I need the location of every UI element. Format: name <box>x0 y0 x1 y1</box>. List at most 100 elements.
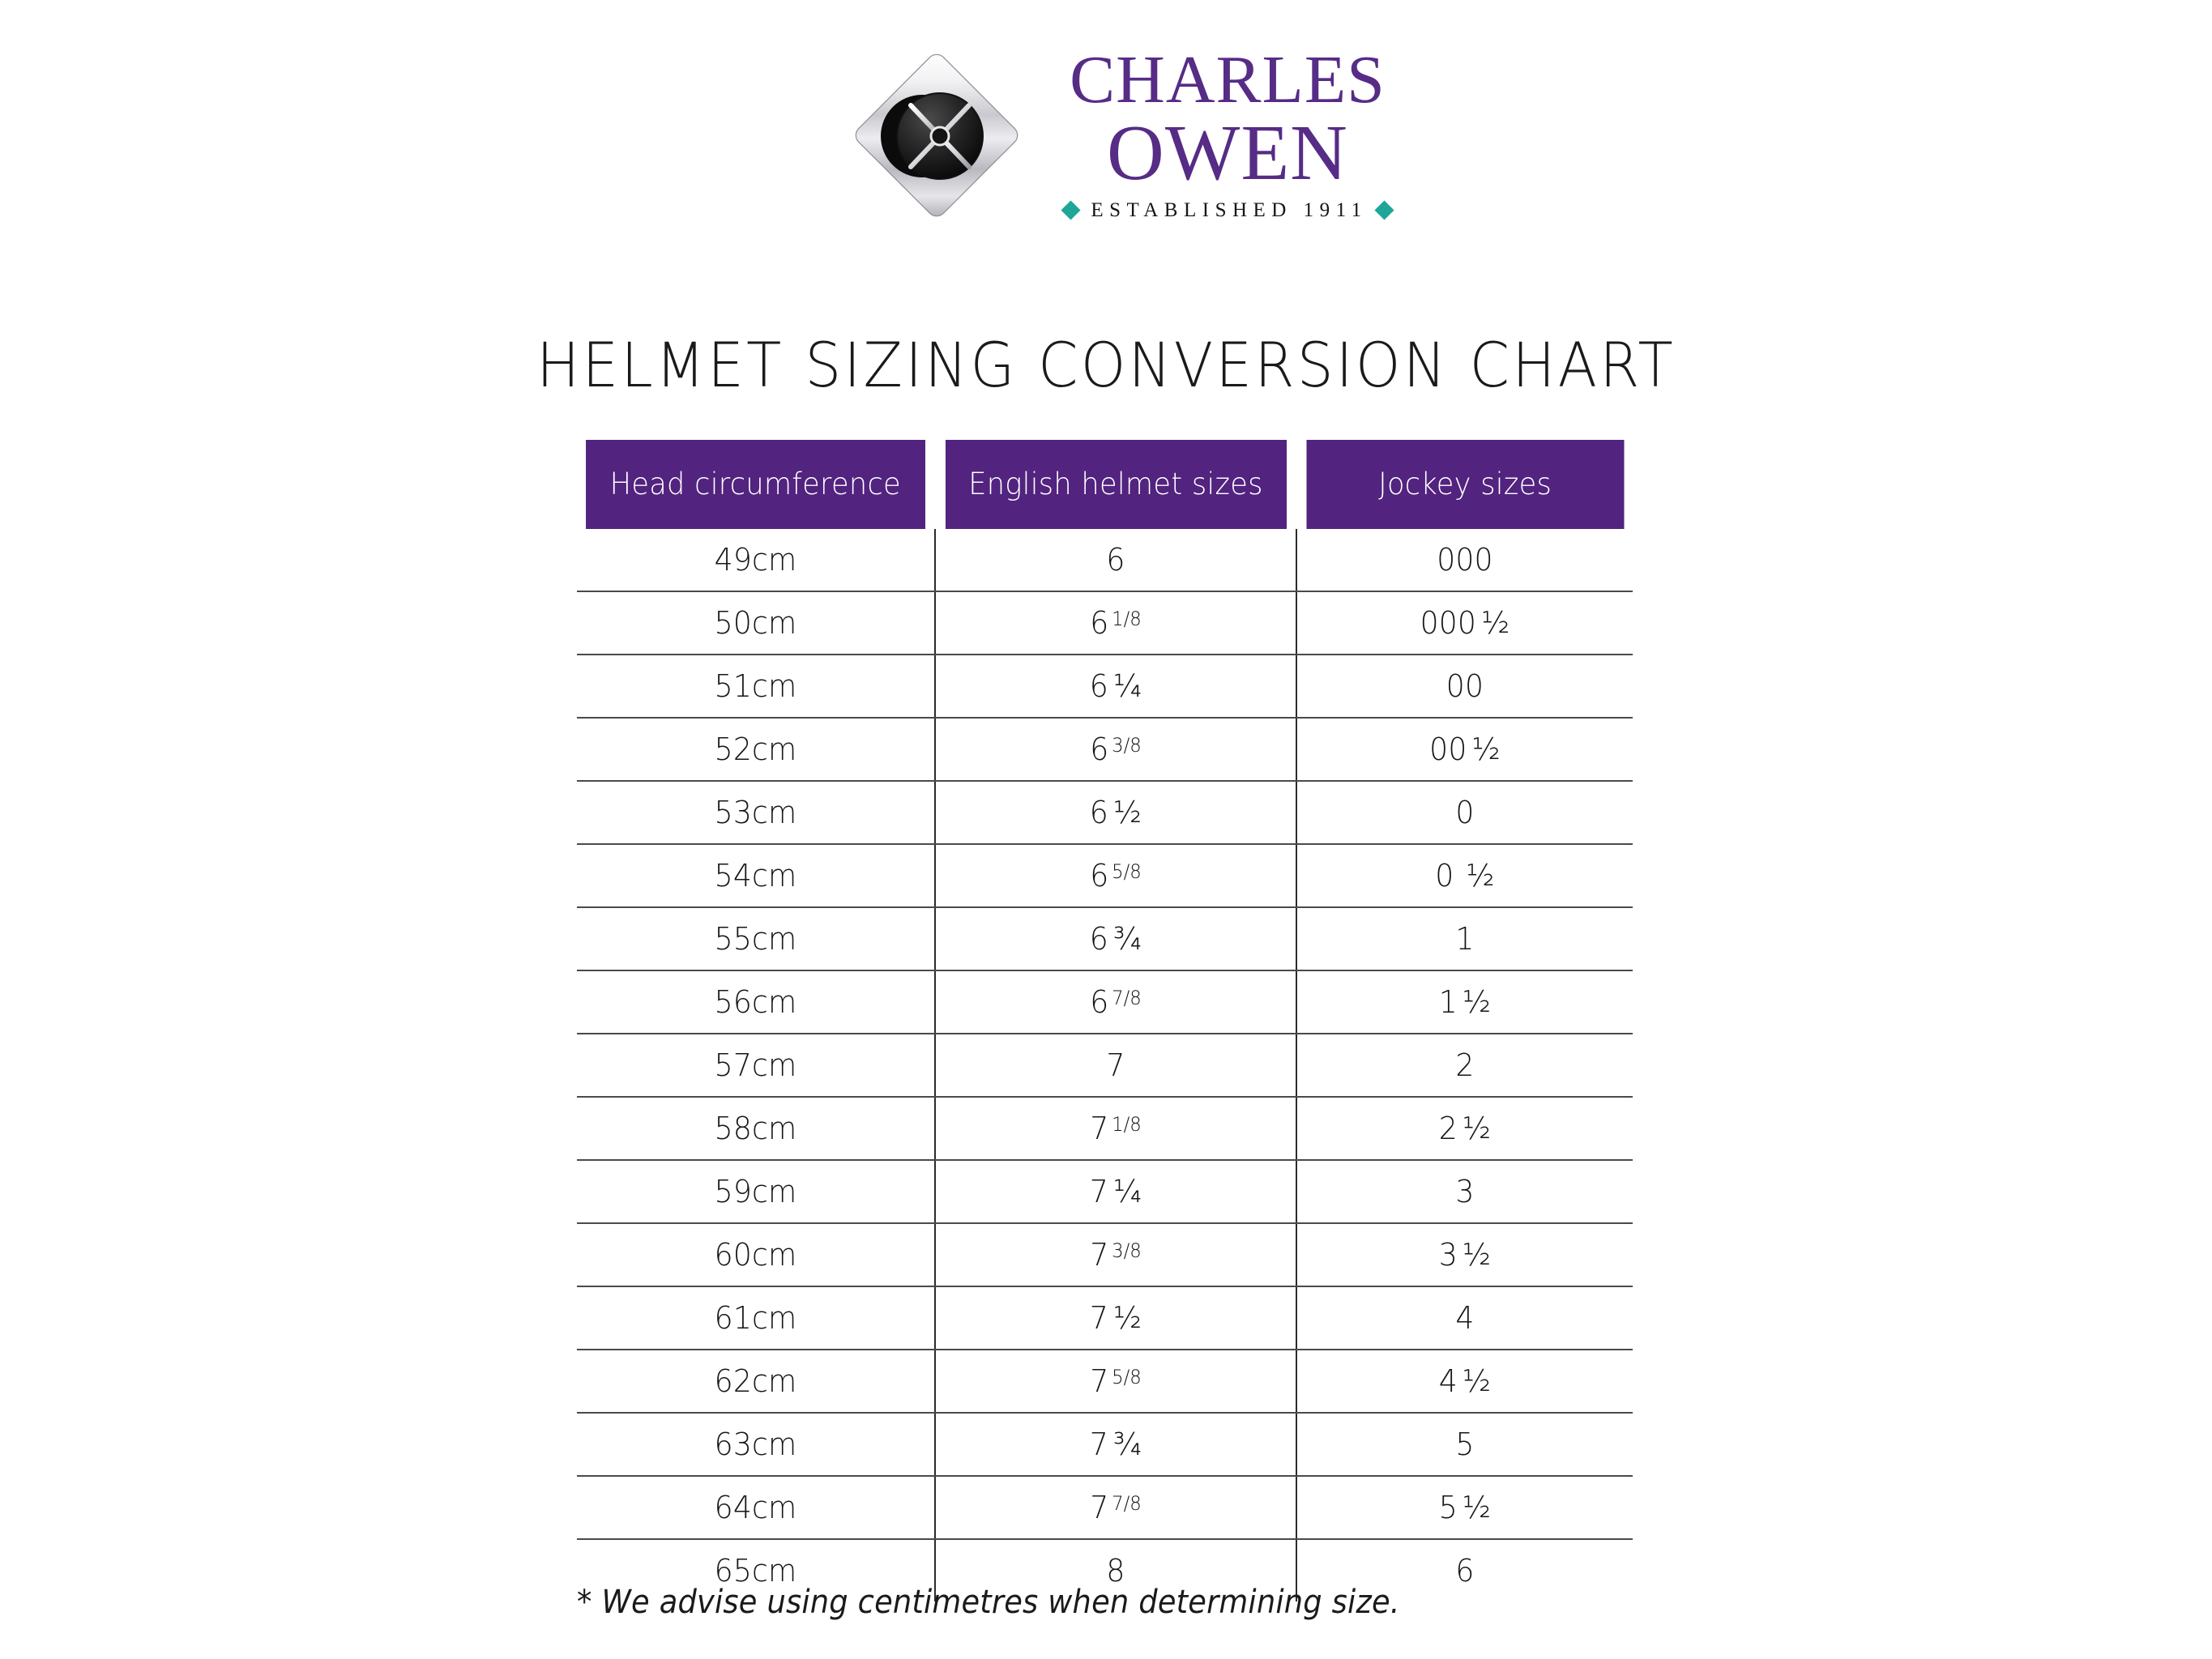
cell-jockey-size: 2 <box>1305 1034 1625 1098</box>
cell-jockey-size: 5 <box>1305 1413 1625 1477</box>
table-row: 58cm 7 1/8 2 ½ <box>577 1097 1633 1161</box>
table-row: 54cm 6 5/8 0 ½ <box>577 844 1633 908</box>
fraction-part: ¼ <box>1113 1174 1142 1209</box>
table-row: 61cm 7 ½ 4 <box>577 1286 1633 1350</box>
brand-wordmark: CHARLES OWEN ESTABLISHED 1911 <box>1023 45 1418 222</box>
cell-english-helmet-size: 6 <box>944 529 1288 592</box>
brand-established-line: ESTABLISHED 1911 <box>1061 198 1394 222</box>
cell-head-circumference: 55cm <box>586 907 927 971</box>
cell-head-circumference: 61cm <box>586 1286 927 1350</box>
fraction-part: ½ <box>1481 605 1510 641</box>
table-header-row: Head circumference English helmet sizes … <box>577 440 1633 529</box>
cell-jockey-size: 6 <box>1455 1553 1475 1589</box>
cell-head-circumference: 62cm <box>586 1350 927 1414</box>
table-body: 49cm 6 000 50cm 6 1/8 000 ½ 51cm 6 ¼ 00 52cm 6 3/8 00 ½ 5… <box>577 529 1633 1601</box>
cell-jockey-size: 000 <box>1305 529 1625 592</box>
brand-logo: CHARLES OWEN ESTABLISHED 1911 <box>851 45 1418 235</box>
table-row: 55cm 6 ¾ 1 <box>577 907 1633 971</box>
cell-head-circumference: 58cm <box>586 1097 927 1161</box>
established-text: ESTABLISHED 1911 <box>1091 198 1368 221</box>
table-footnote: * We advise using centimetres when deter… <box>577 1584 1400 1621</box>
table-row: 53cm 6 ½ 0 <box>577 781 1633 845</box>
table-row: 63cm 7 ¾ 5 <box>577 1413 1633 1477</box>
cell-head-circumference: 64cm <box>586 1476 927 1540</box>
fraction-part: ½ <box>1463 1111 1492 1146</box>
cell-head-circumference: 56cm <box>586 970 927 1034</box>
cell-head-circumference: 57cm <box>586 1034 927 1098</box>
brand-name-line-2: OWEN <box>1107 109 1348 197</box>
fraction-part: ¼ <box>1113 668 1142 704</box>
teal-diamond-icon-right <box>1374 200 1394 220</box>
cell-head-circumference: 51cm <box>586 655 927 719</box>
table-header: Head circumference English helmet sizes … <box>577 440 1633 529</box>
teal-diamond-icon-left <box>1061 200 1081 220</box>
fraction-part: ½ <box>1463 1237 1492 1273</box>
table-row: 51cm 6 ¼ 00 <box>577 655 1633 719</box>
table-row: 59cm 7 ¼ 3 <box>577 1160 1633 1224</box>
table-row: 52cm 6 3/8 00 ½ <box>577 718 1633 782</box>
charles-owen-diamond-emblem-icon <box>851 45 1023 227</box>
fraction-part: 7/8 <box>1112 1491 1142 1515</box>
fraction-part: ½ <box>1463 1363 1492 1399</box>
cell-english-helmet-size: 6 1/8 <box>944 591 1288 655</box>
cell-english-helmet-size: 6 7/8 <box>944 970 1288 1034</box>
fraction-part: 5/8 <box>1112 859 1142 883</box>
column-header-english-helmet-sizes: English helmet sizes <box>944 440 1289 529</box>
cell-head-circumference: 52cm <box>586 718 927 782</box>
table-row: 64cm 7 7/8 5 ½ <box>577 1476 1633 1540</box>
table-row: 57cm 7 2 <box>577 1034 1633 1098</box>
brand-name-line-1: CHARLES <box>1070 42 1386 117</box>
fraction-part: ¾ <box>1113 921 1142 957</box>
helmet-sizing-table: Head circumference English helmet sizes … <box>577 440 1633 1601</box>
cell-english-helmet-size: 7 7/8 <box>944 1476 1288 1540</box>
cell-head-circumference: 59cm <box>586 1160 927 1224</box>
cell-english-helmet-size: 7 1/8 <box>944 1097 1288 1161</box>
cell-jockey-size: 1 <box>1305 907 1625 971</box>
cell-jockey-size: 00 ½ <box>1305 718 1625 782</box>
fraction-part: ½ <box>1466 858 1495 893</box>
fraction-part: ½ <box>1113 1300 1142 1336</box>
cell-head-circumference: 65cm <box>586 1539 927 1601</box>
cell-head-circumference: 63cm <box>586 1413 927 1477</box>
column-header-jockey-sizes: Jockey sizes <box>1305 440 1625 529</box>
cell-english-helmet-size: 6 5/8 <box>944 844 1288 908</box>
fraction-part: 3/8 <box>1112 1239 1142 1262</box>
table-row: 65cm 8 6 <box>577 1539 1633 1601</box>
cell-jockey-size: 000 ½ <box>1305 591 1625 655</box>
fraction-part: ½ <box>1113 795 1142 830</box>
cell-jockey-size: 00 <box>1305 655 1625 719</box>
cell-english-helmet-size: 6 3/8 <box>944 718 1288 782</box>
fraction-part: ½ <box>1463 1490 1492 1525</box>
cell-head-circumference: 49cm <box>586 529 927 592</box>
fraction-part: ½ <box>1471 731 1501 767</box>
cell-head-circumference: 54cm <box>586 844 927 908</box>
cell-head-circumference: 50cm <box>586 591 927 655</box>
fraction-part: 1/8 <box>1112 607 1142 630</box>
cell-english-helmet-size: 7 <box>944 1034 1288 1098</box>
fraction-part: 3/8 <box>1112 733 1142 757</box>
cell-jockey-size: 4 <box>1305 1286 1625 1350</box>
fraction-part: 1/8 <box>1112 1112 1142 1136</box>
cell-english-helmet-size: 7 3/8 <box>944 1223 1288 1287</box>
cell-head-circumference: 53cm <box>586 781 927 845</box>
page-title: HELMET SIZING CONVERSION CHART <box>536 328 1676 401</box>
table-row: 60cm 7 3/8 3 ½ <box>577 1223 1633 1287</box>
table-row: 56cm 6 7/8 1 ½ <box>577 970 1633 1034</box>
table-row: 62cm 7 5/8 4 ½ <box>577 1350 1633 1414</box>
cell-english-helmet-size: 8 <box>944 1539 1288 1601</box>
column-header-head-circumference: Head circumference <box>586 440 928 529</box>
cell-english-helmet-size: 7 5/8 <box>944 1350 1288 1414</box>
table-row: 49cm 6 000 <box>577 529 1633 592</box>
fraction-part: 5/8 <box>1112 1365 1142 1388</box>
